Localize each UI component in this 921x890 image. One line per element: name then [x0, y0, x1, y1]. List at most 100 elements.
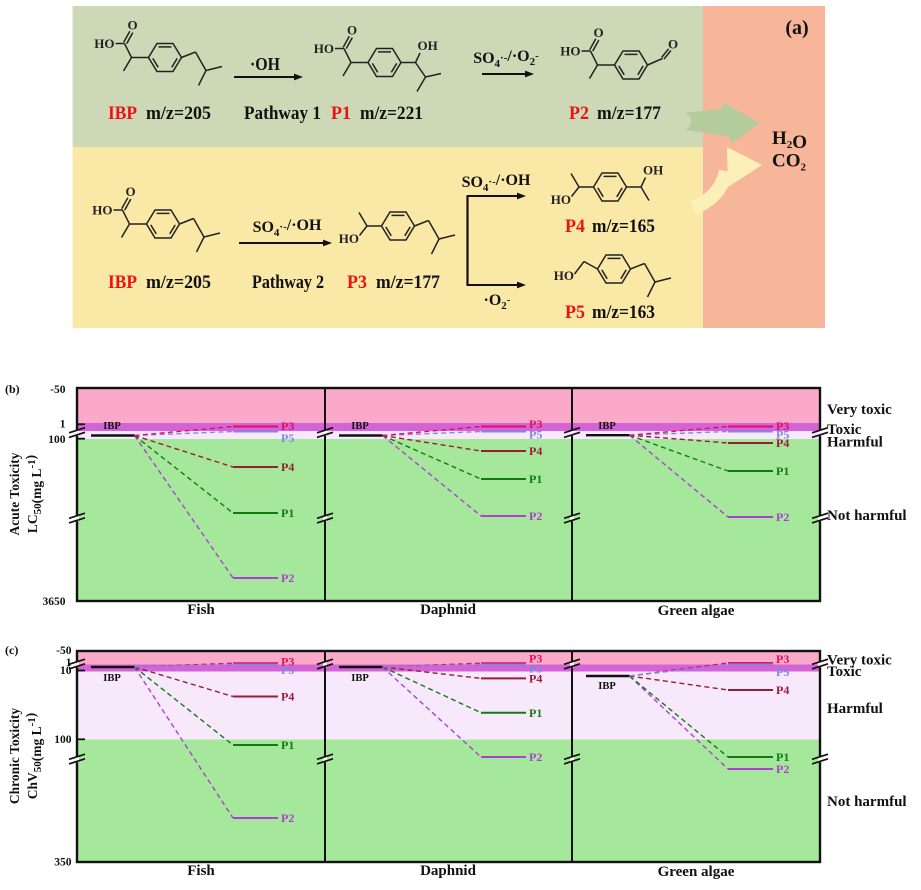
svg-text:O: O — [125, 184, 135, 199]
svg-text:SO4·-/·OH: SO4·-/·OH — [253, 217, 322, 239]
svg-text:P4: P4 — [776, 436, 789, 450]
svg-text:350: 350 — [54, 857, 72, 869]
svg-text:O: O — [593, 25, 603, 40]
svg-text:Very toxic: Very toxic — [827, 402, 892, 418]
svg-text:P4: P4 — [281, 690, 294, 704]
svg-text:P3: P3 — [347, 273, 367, 293]
svg-text:Harmful: Harmful — [827, 701, 883, 717]
svg-text:HO: HO — [314, 41, 334, 56]
svg-text:IBP: IBP — [108, 104, 137, 124]
svg-text:P1: P1 — [281, 738, 294, 752]
svg-text:P4: P4 — [565, 217, 585, 237]
svg-text:P5: P5 — [281, 431, 294, 445]
svg-text:P2: P2 — [776, 762, 789, 776]
svg-text:P5: P5 — [529, 428, 542, 442]
svg-text:H2O: H2O — [772, 128, 807, 153]
svg-text:CO2: CO2 — [772, 151, 807, 174]
svg-text:P5: P5 — [776, 665, 789, 679]
svg-text:Pathway 1: Pathway 1 — [244, 104, 321, 124]
svg-text:3650: 3650 — [43, 596, 66, 608]
svg-text:-50: -50 — [56, 645, 72, 657]
svg-text:m/z=221: m/z=221 — [360, 104, 423, 124]
svg-text:10: 10 — [60, 665, 72, 677]
svg-text:IBP: IBP — [351, 421, 369, 432]
svg-text:OH: OH — [643, 163, 663, 178]
svg-text:IBP: IBP — [351, 673, 369, 684]
svg-text:m/z=177: m/z=177 — [376, 273, 440, 293]
svg-text:P5: P5 — [529, 662, 542, 676]
svg-text:100: 100 — [48, 434, 66, 446]
svg-text:P2: P2 — [529, 509, 542, 523]
svg-text:P5: P5 — [776, 428, 789, 442]
svg-text:IBP: IBP — [103, 421, 121, 432]
svg-text:IBP: IBP — [103, 673, 121, 684]
svg-text:1: 1 — [60, 418, 66, 430]
svg-text:ChV50(mg L-1): ChV50(mg L-1) — [23, 713, 44, 800]
svg-text:P5: P5 — [565, 303, 585, 323]
svg-text:Harmful: Harmful — [827, 435, 883, 451]
svg-text:P1: P1 — [776, 464, 789, 478]
svg-text:P4: P4 — [281, 460, 294, 474]
svg-text:IBP: IBP — [598, 421, 616, 432]
svg-text:Not harmful: Not harmful — [827, 508, 907, 524]
svg-text:Daphnid: Daphnid — [420, 863, 477, 879]
svg-text:(c): (c) — [5, 643, 18, 657]
svg-text:-50: -50 — [50, 384, 66, 396]
svg-text:P5: P5 — [281, 663, 294, 677]
svg-text:100: 100 — [54, 734, 72, 746]
svg-text:LC50(mg L-1): LC50(mg L-1) — [23, 455, 44, 533]
svg-text:m/z=205: m/z=205 — [146, 104, 211, 124]
svg-text:Fish: Fish — [187, 863, 215, 879]
svg-text:P3: P3 — [281, 655, 294, 669]
svg-text:P1: P1 — [529, 472, 542, 486]
svg-text:HO: HO — [339, 231, 359, 246]
svg-text:O: O — [347, 23, 357, 38]
svg-text:P4: P4 — [529, 672, 542, 686]
svg-text:P3: P3 — [529, 652, 542, 666]
svg-text:O: O — [668, 37, 678, 52]
svg-text:Daphnid: Daphnid — [420, 602, 477, 618]
svg-text:HO: HO — [551, 192, 571, 207]
svg-text:m/z=163: m/z=163 — [592, 303, 655, 323]
svg-text:IBP: IBP — [598, 681, 616, 692]
svg-text:Green algae: Green algae — [658, 603, 735, 619]
svg-text:Fish: Fish — [187, 602, 215, 618]
svg-text:m/z=165: m/z=165 — [592, 217, 655, 237]
svg-text:Toxic: Toxic — [827, 422, 862, 438]
svg-text:(a): (a) — [785, 17, 808, 39]
svg-text:·OH: ·OH — [250, 54, 280, 74]
svg-text:O: O — [127, 18, 137, 33]
svg-text:Toxic: Toxic — [827, 664, 862, 680]
svg-text:P4: P4 — [776, 683, 789, 697]
svg-text:Not harmful: Not harmful — [827, 794, 907, 810]
svg-text:P4: P4 — [529, 444, 542, 458]
svg-text:(b): (b) — [5, 382, 20, 396]
svg-text:P2: P2 — [776, 510, 789, 524]
svg-text:P1: P1 — [776, 750, 789, 764]
svg-text:P1: P1 — [529, 706, 542, 720]
svg-text:P2: P2 — [281, 571, 294, 585]
svg-text:m/z=177: m/z=177 — [597, 104, 661, 124]
svg-text:·O2-: ·O2- — [484, 292, 511, 312]
svg-text:P2: P2 — [281, 811, 294, 825]
svg-text:Very toxic: Very toxic — [827, 653, 892, 669]
svg-text:m/z=205: m/z=205 — [146, 273, 211, 293]
svg-text:P1: P1 — [331, 104, 351, 124]
svg-text:P3: P3 — [776, 652, 789, 666]
svg-text:P3: P3 — [529, 417, 542, 431]
svg-text:SO4·-/·OH: SO4·-/·OH — [462, 172, 531, 194]
svg-text:OH: OH — [418, 38, 438, 53]
svg-text:Pathway 2: Pathway 2 — [252, 273, 324, 293]
svg-text:HO: HO — [92, 203, 112, 218]
svg-text:HO: HO — [560, 44, 580, 59]
svg-text:Green algae: Green algae — [658, 864, 735, 880]
svg-text:Acute Toxicity: Acute Toxicity — [7, 452, 22, 535]
svg-text:P2: P2 — [529, 750, 542, 764]
svg-text:P2: P2 — [569, 104, 589, 124]
svg-text:1: 1 — [66, 657, 72, 669]
svg-text:SO4·-/·O2-: SO4·-/·O2- — [473, 48, 539, 70]
svg-text:HO: HO — [94, 36, 114, 51]
svg-text:IBP: IBP — [108, 273, 137, 293]
svg-text:P1: P1 — [281, 506, 294, 520]
svg-text:P3: P3 — [281, 419, 294, 433]
